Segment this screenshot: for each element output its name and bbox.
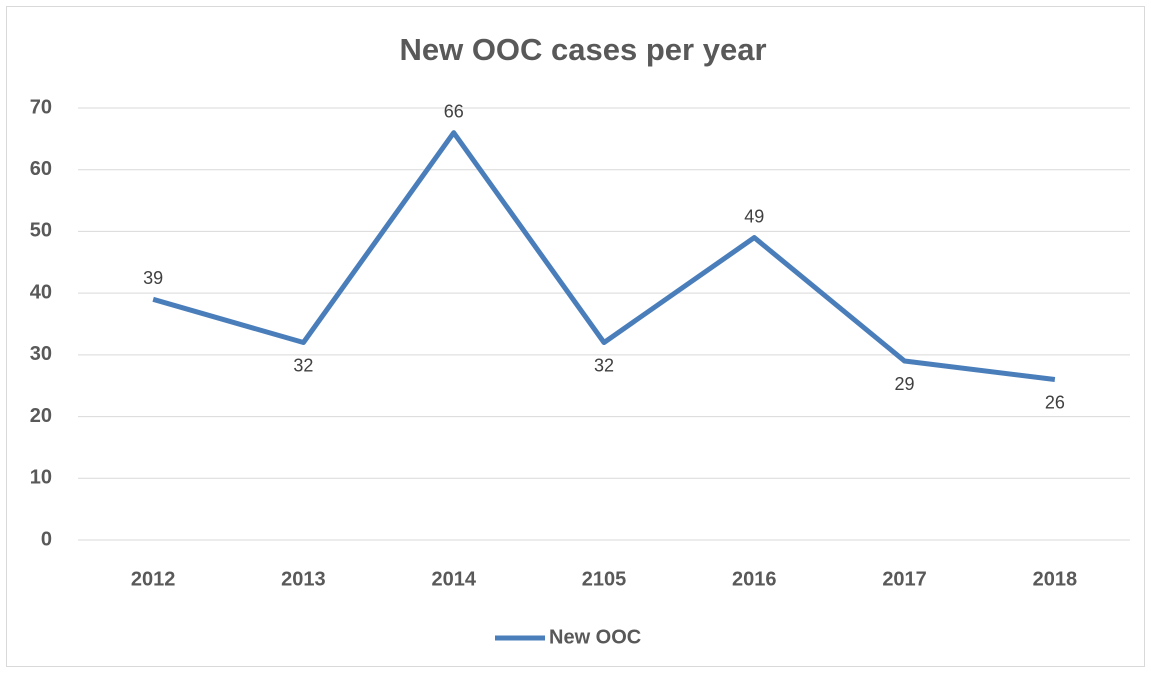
y-tick-label: 10 — [30, 467, 52, 489]
x-tick-label: 2014 — [431, 568, 476, 590]
chart-title: New OOC cases per year — [399, 32, 766, 67]
y-tick-label: 20 — [30, 405, 52, 427]
y-tick-label: 50 — [30, 220, 52, 242]
y-tick-label: 40 — [30, 281, 52, 303]
y-tick-label: 30 — [30, 343, 52, 365]
y-tick-label: 70 — [30, 96, 52, 118]
chart-border — [6, 6, 1145, 667]
data-label: 32 — [594, 355, 614, 375]
line-series — [152, 130, 1056, 383]
x-tick-label: 2105 — [582, 568, 627, 590]
data-label: 66 — [444, 101, 464, 121]
data-label: 39 — [143, 268, 163, 288]
data-label: 26 — [1045, 392, 1065, 412]
y-tick-label: 60 — [30, 158, 52, 180]
y-tick-label: 0 — [41, 528, 52, 550]
data-label: 29 — [895, 374, 915, 394]
x-tick-label: 2018 — [1033, 568, 1078, 590]
x-tick-label: 2013 — [281, 568, 326, 590]
x-tick-label: 2016 — [732, 568, 777, 590]
x-tick-label: 2012 — [131, 568, 176, 590]
data-label: 32 — [293, 355, 313, 375]
legend-label: New OOC — [549, 626, 641, 648]
data-label: 49 — [744, 206, 764, 226]
x-tick-label: 2017 — [882, 568, 927, 590]
